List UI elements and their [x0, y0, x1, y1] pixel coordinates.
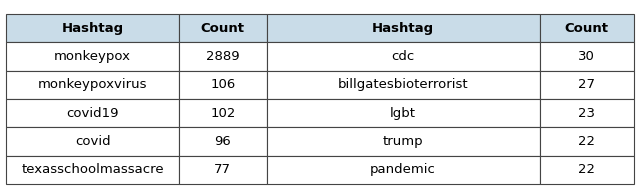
Bar	[540, 14, 634, 42]
Bar	[179, 99, 267, 127]
Text: covid: covid	[75, 135, 111, 148]
Text: Hashtag: Hashtag	[372, 22, 434, 35]
Bar	[540, 156, 634, 184]
Text: pandemic: pandemic	[370, 163, 436, 177]
Bar	[6, 156, 179, 184]
Bar	[179, 14, 267, 42]
Text: monkeypoxvirus: monkeypoxvirus	[38, 78, 147, 91]
Text: covid19: covid19	[67, 107, 119, 120]
Bar	[267, 42, 540, 71]
Text: cdc: cdc	[392, 50, 415, 63]
Bar	[267, 127, 540, 156]
Bar	[6, 14, 179, 42]
Bar	[267, 99, 540, 127]
Bar	[540, 71, 634, 99]
Bar	[540, 42, 634, 71]
Text: 22: 22	[578, 163, 595, 177]
Bar	[267, 14, 540, 42]
Text: 30: 30	[578, 50, 595, 63]
Bar	[267, 71, 540, 99]
Bar	[6, 127, 179, 156]
Bar	[6, 42, 179, 71]
Bar	[540, 99, 634, 127]
Text: 77: 77	[214, 163, 231, 177]
Text: 23: 23	[578, 107, 595, 120]
Text: lgbt: lgbt	[390, 107, 416, 120]
Text: 102: 102	[210, 107, 236, 120]
Text: Count: Count	[564, 22, 609, 35]
Text: Count: Count	[201, 22, 244, 35]
Bar	[267, 156, 540, 184]
Text: 96: 96	[214, 135, 231, 148]
Bar	[179, 156, 267, 184]
Bar	[179, 127, 267, 156]
Bar	[6, 99, 179, 127]
Text: 27: 27	[578, 78, 595, 91]
Bar	[6, 71, 179, 99]
Text: billgatesbioterrorist: billgatesbioterrorist	[338, 78, 468, 91]
Text: texasschoolmassacre: texasschoolmassacre	[21, 163, 164, 177]
Text: trump: trump	[383, 135, 424, 148]
Text: 22: 22	[578, 135, 595, 148]
Bar	[540, 127, 634, 156]
Text: 2889: 2889	[206, 50, 239, 63]
Bar	[179, 71, 267, 99]
Bar	[179, 42, 267, 71]
Text: Hashtag: Hashtag	[61, 22, 124, 35]
Text: monkeypox: monkeypox	[54, 50, 131, 63]
Text: 106: 106	[210, 78, 236, 91]
